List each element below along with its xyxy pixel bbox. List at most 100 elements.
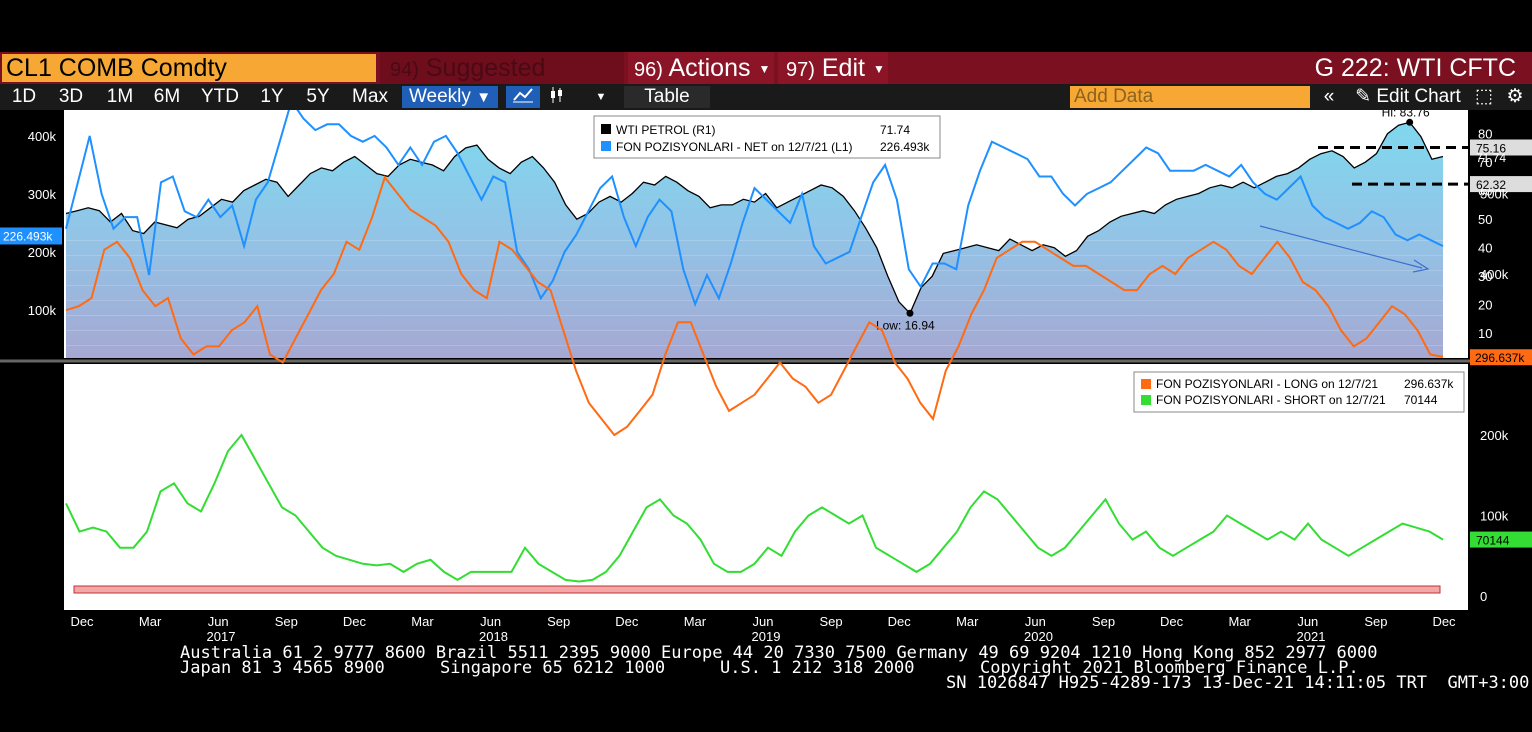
footer-copyright: Copyright 2021 Bloomberg Finance L.P.: [980, 658, 1359, 678]
hi-point: [1406, 118, 1414, 126]
x-month-label: Mar: [684, 614, 707, 629]
frequency-label: Weekly: [408, 86, 471, 107]
bottom-tick-label: 500k: [1480, 187, 1509, 202]
x-month-label: Sep: [1092, 614, 1115, 629]
page-title: G 222: WTI CFTC: [1314, 54, 1516, 82]
period-1y[interactable]: 1Y: [260, 86, 284, 107]
legend-label-short: FON POZISYONLARI - SHORT on 12/7/21: [1156, 393, 1386, 407]
gear-icon[interactable]: ⚙: [1506, 86, 1524, 107]
net-line: [65, 110, 1444, 307]
caret-down-icon: ▼: [476, 89, 492, 106]
area-band: [66, 330, 1443, 331]
footer-session: SN 1026847 H925-4289-173 13-Dec-21 14:11…: [946, 673, 1530, 693]
footer-us: U.S. 1 212 318 2000: [720, 658, 915, 678]
left-tick-label: 200k: [28, 245, 57, 260]
frequency-select[interactable]: Weekly ▼: [402, 86, 498, 108]
caret-down-icon: ▼: [758, 62, 771, 77]
short-last-label: 70144: [1476, 534, 1510, 548]
long-last-tag: [1470, 349, 1532, 366]
caret-down-icon: ▼: [872, 62, 885, 77]
candlestick-icon[interactable]: [544, 86, 570, 108]
x-year-label: 2021: [1297, 629, 1326, 644]
edit-chart-button[interactable]: ✎ Edit Chart: [1355, 86, 1461, 107]
hi-label: Hi: 83.76: [1382, 110, 1430, 119]
zero-band: [73, 585, 1441, 594]
legend-label-wti: WTI PETROL (R1): [616, 123, 716, 137]
period-max[interactable]: Max: [352, 86, 388, 107]
x-month-label: Sep: [275, 614, 298, 629]
legend-swatch-short: [1141, 395, 1151, 405]
suggested-charts-button[interactable]: 94) Suggested Charts: [380, 52, 624, 116]
right-marker-label: 75.16: [1476, 141, 1506, 155]
legend-value-long: 296.637k: [1404, 377, 1454, 391]
bottom-tick-label: 100k: [1480, 509, 1509, 524]
right-marker-label: 62.32: [1476, 178, 1506, 192]
legend-label-long: FON POZISYONLARI - LONG on 12/7/21: [1156, 377, 1378, 391]
x-month-label: Mar: [1229, 614, 1252, 629]
x-month-label: Dec: [888, 614, 912, 629]
bottom-tick-label: 200k: [1480, 428, 1509, 443]
period-5y[interactable]: 5Y: [306, 86, 330, 107]
legend-value-net: 226.493k: [880, 140, 930, 154]
area-band: [66, 285, 1443, 286]
ticker-field[interactable]: CL1 COMB Comdty: [2, 54, 376, 82]
area-band: [66, 300, 1443, 301]
right-marker-tag: [1470, 176, 1532, 193]
legend-value-short: 70144: [1404, 393, 1438, 407]
short-last-tag: [1470, 531, 1532, 548]
cftc-chart: Hi: 83.76 Low: 16.94 WTI PETROL (R1) 71.74 F…: [0, 110, 1532, 644]
right-tick-label: 90: [1478, 110, 1492, 113]
line-chart-icon[interactable]: [506, 86, 540, 108]
x-month-label: Dec: [615, 614, 639, 629]
annotate-icon[interactable]: ⬚: [1475, 86, 1493, 107]
legend-label-net: FON POZISYONLARI - NET on 12/7/21 (L1): [616, 140, 853, 154]
right-tick-label: 70: [1478, 155, 1492, 170]
long-line: [65, 175, 1444, 437]
legend-box: [593, 115, 941, 159]
area-band: [66, 315, 1443, 316]
x-month-label: Jun: [480, 614, 501, 629]
right-tick-label: 30: [1478, 269, 1492, 284]
right-tick-label: 50: [1478, 212, 1492, 227]
trend-arrow: [1259, 225, 1423, 269]
bottom-tick-label: 0: [1480, 589, 1487, 604]
table-button[interactable]: Table: [624, 86, 710, 108]
period-bar: 1D 3D 1M 6M YTD 1Y 5Y Max Weekly ▼ ▼ Tab…: [0, 84, 1532, 110]
x-year-label: 2019: [752, 629, 781, 644]
actions-menu[interactable]: 96) Actions ▼: [628, 52, 774, 84]
left-tick-label: 300k: [28, 187, 57, 202]
actions-label: Actions: [668, 54, 751, 82]
x-year-label: 2020: [1024, 629, 1053, 644]
add-data-input[interactable]: [1070, 86, 1310, 108]
area-band: [66, 270, 1443, 271]
period-6m[interactable]: 6M: [153, 86, 181, 107]
wti-area: [66, 122, 1443, 358]
period-3d[interactable]: 3D: [58, 86, 84, 107]
right-tick-label: 40: [1478, 241, 1492, 256]
legend-swatch-long: [1141, 379, 1151, 389]
edit-menu[interactable]: 97) Edit ▼: [778, 52, 888, 84]
period-ytd[interactable]: YTD: [201, 86, 239, 107]
x-month-label: Jun: [1025, 614, 1046, 629]
legend-swatch-net: [601, 141, 611, 151]
chart-type-dropdown[interactable]: ▼: [595, 91, 607, 103]
bottom-legend-box: [1133, 371, 1465, 413]
low-label: Low: 16.94: [876, 318, 935, 332]
x-month-label: Sep: [547, 614, 570, 629]
collapse-chevron-icon[interactable]: «: [1323, 86, 1335, 107]
legend-value-wti: 71.74: [880, 123, 910, 137]
x-month-label: Dec: [70, 614, 94, 629]
x-month-label: Jun: [1297, 614, 1318, 629]
left-tick-label: 400k: [28, 129, 57, 144]
area-band: [66, 255, 1443, 256]
actions-num: 96): [634, 59, 663, 81]
suggested-num: 94): [390, 59, 419, 81]
edit-num: 97): [786, 59, 815, 81]
x-month-label: Jun: [753, 614, 774, 629]
period-1m[interactable]: 1M: [106, 86, 134, 107]
short-line: [65, 433, 1444, 583]
right-tick-label: 80: [1478, 127, 1492, 142]
edit-chart-label: Edit Chart: [1376, 86, 1461, 107]
footer-singapore: Singapore 65 6212 1000: [440, 658, 666, 678]
period-1d[interactable]: 1D: [11, 86, 37, 107]
